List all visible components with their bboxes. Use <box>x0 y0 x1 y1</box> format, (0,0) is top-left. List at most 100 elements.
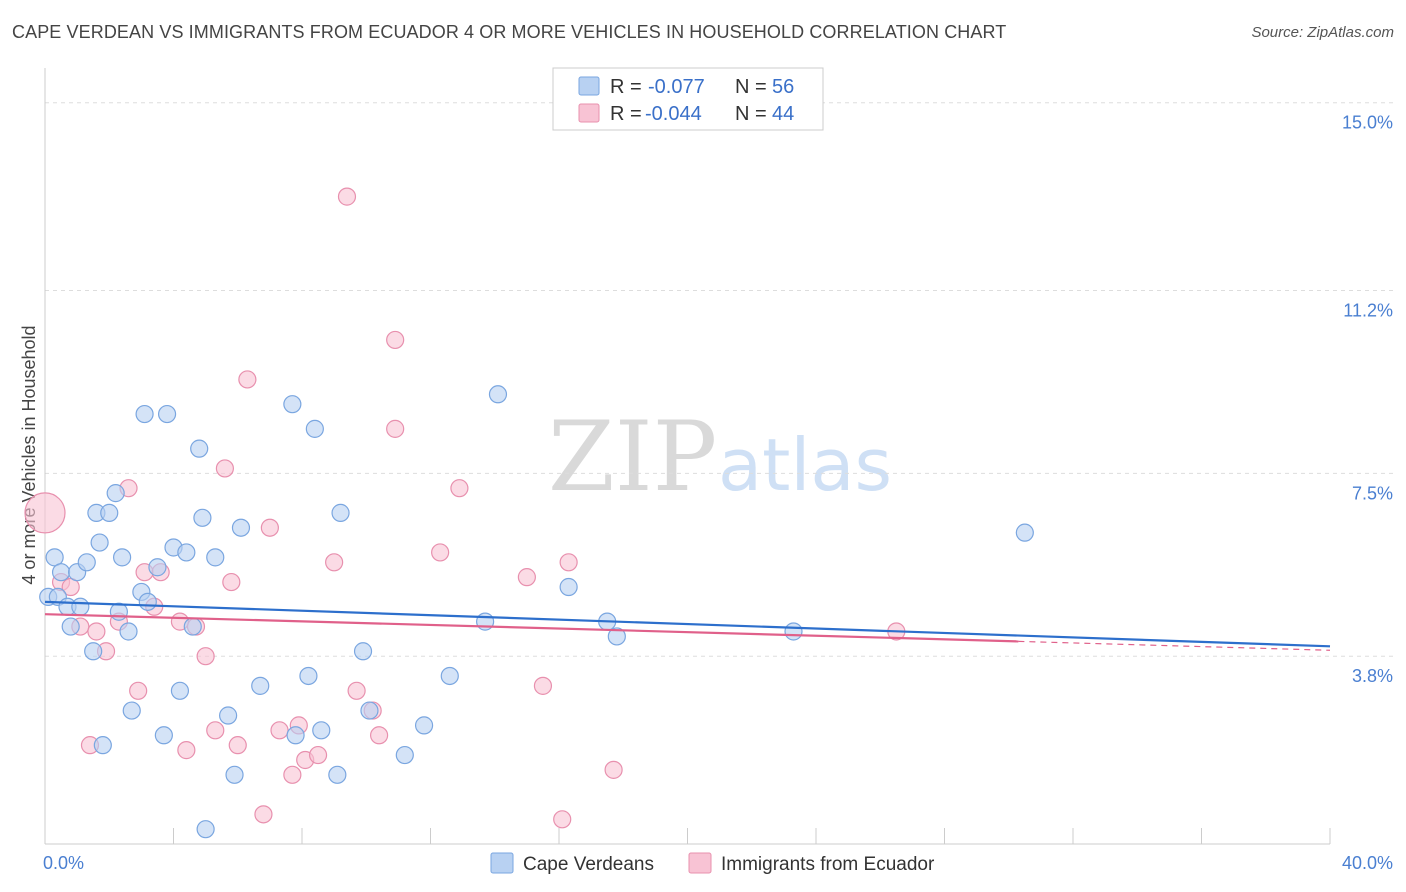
cape-verdean-point <box>106 484 125 503</box>
ecuador-trend-line-extension <box>1018 640 1331 651</box>
ecuador-point <box>24 492 66 534</box>
legend-top-r-label-1: R = <box>610 76 642 98</box>
legend-pink-swatch <box>688 852 712 874</box>
cape-verdean-point <box>71 597 90 616</box>
ecuador-point <box>254 805 273 824</box>
ecuador-point <box>222 572 241 592</box>
legend-top-blue-swatch <box>578 76 600 96</box>
cape-verdean-point <box>109 602 128 621</box>
legend-top-n-value-2: 44 <box>772 103 794 125</box>
cape-verdean-point <box>607 627 626 646</box>
cape-verdean-point <box>559 577 578 597</box>
ecuador-point <box>604 760 623 779</box>
ecuador-point <box>177 741 196 760</box>
cape-verdean-point <box>93 736 112 755</box>
cape-verdean-point <box>177 543 196 562</box>
cape-verdean-point <box>61 617 80 636</box>
watermark-zip: ZIP <box>548 401 717 513</box>
legend-top-n-value-1: 56 <box>772 76 794 98</box>
cape-verdean-point <box>51 563 71 582</box>
ecuador-point <box>559 553 578 572</box>
cape-verdean-point <box>84 642 103 661</box>
ecuador-point <box>215 459 234 478</box>
ecuador-point <box>431 543 450 562</box>
cape-verdean-trend-line <box>44 600 1331 648</box>
cape-verdean-point <box>286 726 305 745</box>
ecuador-point <box>347 681 366 700</box>
trend-lines <box>44 600 1331 651</box>
x-tick-label-max: 40.0% <box>1342 853 1393 873</box>
cape-verdean-point <box>784 622 803 641</box>
ecuador-point <box>206 721 225 740</box>
ecuador-point <box>260 518 279 537</box>
cape-verdean-point <box>488 385 508 404</box>
cape-verdean-point <box>305 419 324 438</box>
cape-verdean-point <box>231 518 251 537</box>
y-tick-label: 15.0% <box>1342 113 1393 133</box>
series-cape-verdeans-points <box>39 385 1034 839</box>
cape-verdean-point <box>119 622 138 641</box>
cape-verdean-point <box>206 548 225 567</box>
cape-verdean-point <box>440 666 459 686</box>
cape-verdean-point <box>135 404 154 424</box>
y-tick-label: 7.5% <box>1352 483 1393 503</box>
ecuador-point <box>308 745 328 765</box>
cape-verdean-point <box>122 701 141 720</box>
legend-top-r-value-1: -0.077 <box>648 76 705 98</box>
ecuador-point <box>533 676 553 695</box>
ecuador-point <box>325 553 344 572</box>
ecuador-point <box>87 622 106 641</box>
cape-verdean-point <box>154 726 173 745</box>
ecuador-point <box>270 721 289 740</box>
cape-verdean-point <box>190 439 209 458</box>
legend-blue-swatch <box>490 852 514 874</box>
axes <box>44 68 1331 845</box>
cape-verdean-point <box>312 721 331 740</box>
source-label: Source: ZipAtlas.com <box>1251 24 1394 41</box>
legend-top-pink-swatch <box>578 103 600 123</box>
cape-verdean-point <box>328 765 347 784</box>
ecuador-point <box>129 681 148 700</box>
cape-verdean-point <box>299 666 318 686</box>
legend-immigrants-from-ecuador: Immigrants from Ecuador <box>721 854 935 875</box>
legend-top-n-label-2: N = <box>735 103 767 125</box>
cape-verdean-point <box>193 508 212 527</box>
cape-verdean-point <box>414 716 434 735</box>
cape-verdean-point <box>353 642 373 661</box>
cape-verdean-point <box>90 533 109 552</box>
cape-verdean-point <box>112 548 132 567</box>
cape-verdean-point <box>100 503 119 522</box>
ecuador-point <box>553 810 572 829</box>
ecuador-point <box>238 370 257 389</box>
cape-verdean-point <box>183 617 202 636</box>
watermark-atlas: atlas <box>718 423 892 507</box>
ecuador-point <box>228 736 247 755</box>
cape-verdean-point <box>170 681 190 700</box>
chart-title: CAPE VERDEAN VS IMMIGRANTS FROM ECUADOR … <box>12 22 1007 42</box>
y-axis-label: 4 or more Vehicles in Household <box>19 325 39 584</box>
ecuador-point <box>517 568 536 587</box>
cape-verdean-point <box>251 676 270 695</box>
ecuador-point <box>386 419 405 438</box>
cape-verdean-point <box>138 592 157 611</box>
cape-verdean-point <box>148 558 167 577</box>
legend-top-r-value-2: -0.044 <box>645 103 702 125</box>
ecuador-point <box>283 765 302 784</box>
ecuador-trend-line <box>44 613 1019 643</box>
ecuador-point <box>337 187 357 206</box>
cape-verdean-point <box>225 765 244 784</box>
cape-verdean-point <box>360 701 379 720</box>
legend-top: R = -0.077 N = 56 R = -0.044 N = 44 <box>552 67 824 131</box>
ecuador-point <box>370 726 389 745</box>
cape-verdean-point <box>77 553 96 572</box>
legend-bottom: Cape Verdeans Immigrants from Ecuador <box>490 852 935 875</box>
ecuador-point <box>450 479 469 498</box>
y-tick-label: 3.8% <box>1352 666 1393 686</box>
legend-cape-verdeans: Cape Verdeans <box>523 854 654 875</box>
cape-verdean-point <box>395 745 414 765</box>
x-tick-label-min: 0.0% <box>43 853 84 873</box>
y-tick-label: 11.2% <box>1343 301 1393 321</box>
ecuador-point <box>196 647 215 666</box>
cape-verdean-point <box>196 820 215 839</box>
